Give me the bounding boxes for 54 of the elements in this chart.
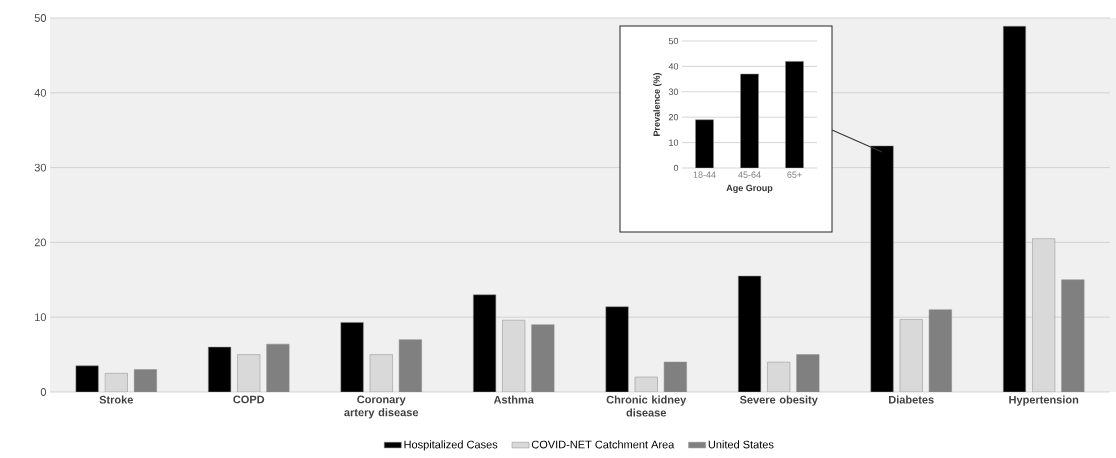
bar	[369, 354, 393, 392]
bar	[473, 294, 497, 392]
bar	[75, 365, 99, 392]
bar	[738, 275, 762, 392]
bar	[605, 306, 629, 392]
bar	[1003, 25, 1027, 392]
bar	[767, 361, 791, 392]
bar	[237, 354, 261, 392]
y-tick-label: 10	[35, 313, 47, 322]
bar	[928, 309, 952, 392]
y-tick-label: 40	[668, 63, 679, 70]
bar	[663, 361, 687, 392]
bar	[870, 145, 894, 392]
bar	[133, 369, 157, 392]
x-tick-label: 18-44	[693, 171, 716, 178]
bar	[740, 73, 759, 168]
x-tick-label: Coronary artery disease	[344, 395, 419, 419]
y-tick-label: 0	[40, 388, 47, 396]
x-tick-label: 65+	[787, 171, 802, 178]
bar	[1061, 279, 1085, 392]
y-tick-label: 20	[34, 238, 47, 247]
bar	[695, 119, 714, 168]
bar	[634, 376, 658, 392]
y-tick-label: 50	[34, 14, 47, 22]
x-axis-title: Age Group	[726, 184, 773, 193]
x-tick-label: Asthma	[493, 395, 534, 404]
bar	[266, 343, 290, 392]
y-tick-label: 40	[34, 88, 47, 97]
y-tick-label: 30	[668, 88, 679, 95]
bar	[899, 319, 923, 392]
y-tick-label: 50	[668, 37, 679, 45]
bar	[502, 319, 526, 392]
bar	[398, 339, 422, 392]
bar	[785, 61, 804, 168]
x-tick-label: Severe obesity	[739, 395, 818, 406]
x-tick-label: Hypertension	[1009, 395, 1079, 406]
legend-label: Hospitalized Cases	[404, 440, 498, 451]
legend-label: United States	[708, 440, 774, 449]
x-tick-label: 45-64	[738, 171, 761, 178]
x-tick-label: Stroke	[99, 395, 133, 404]
bar	[340, 322, 364, 392]
bar	[104, 373, 128, 392]
y-tick-label: 0	[673, 164, 679, 172]
bar	[1032, 238, 1056, 392]
y-tick-label: 10	[669, 139, 679, 146]
bar	[796, 354, 820, 392]
x-tick-label: COPD	[233, 395, 265, 404]
y-tick-label: 30	[34, 163, 47, 172]
bar	[531, 324, 555, 392]
y-tick-label: 20	[668, 114, 679, 121]
y-axis-title: Prevalence (%)	[653, 72, 662, 136]
legend-label: COVID-NET Catchment Area	[531, 440, 675, 449]
x-tick-label: Chronic kidney disease	[606, 395, 687, 417]
x-tick-label: Diabetes	[889, 395, 934, 404]
